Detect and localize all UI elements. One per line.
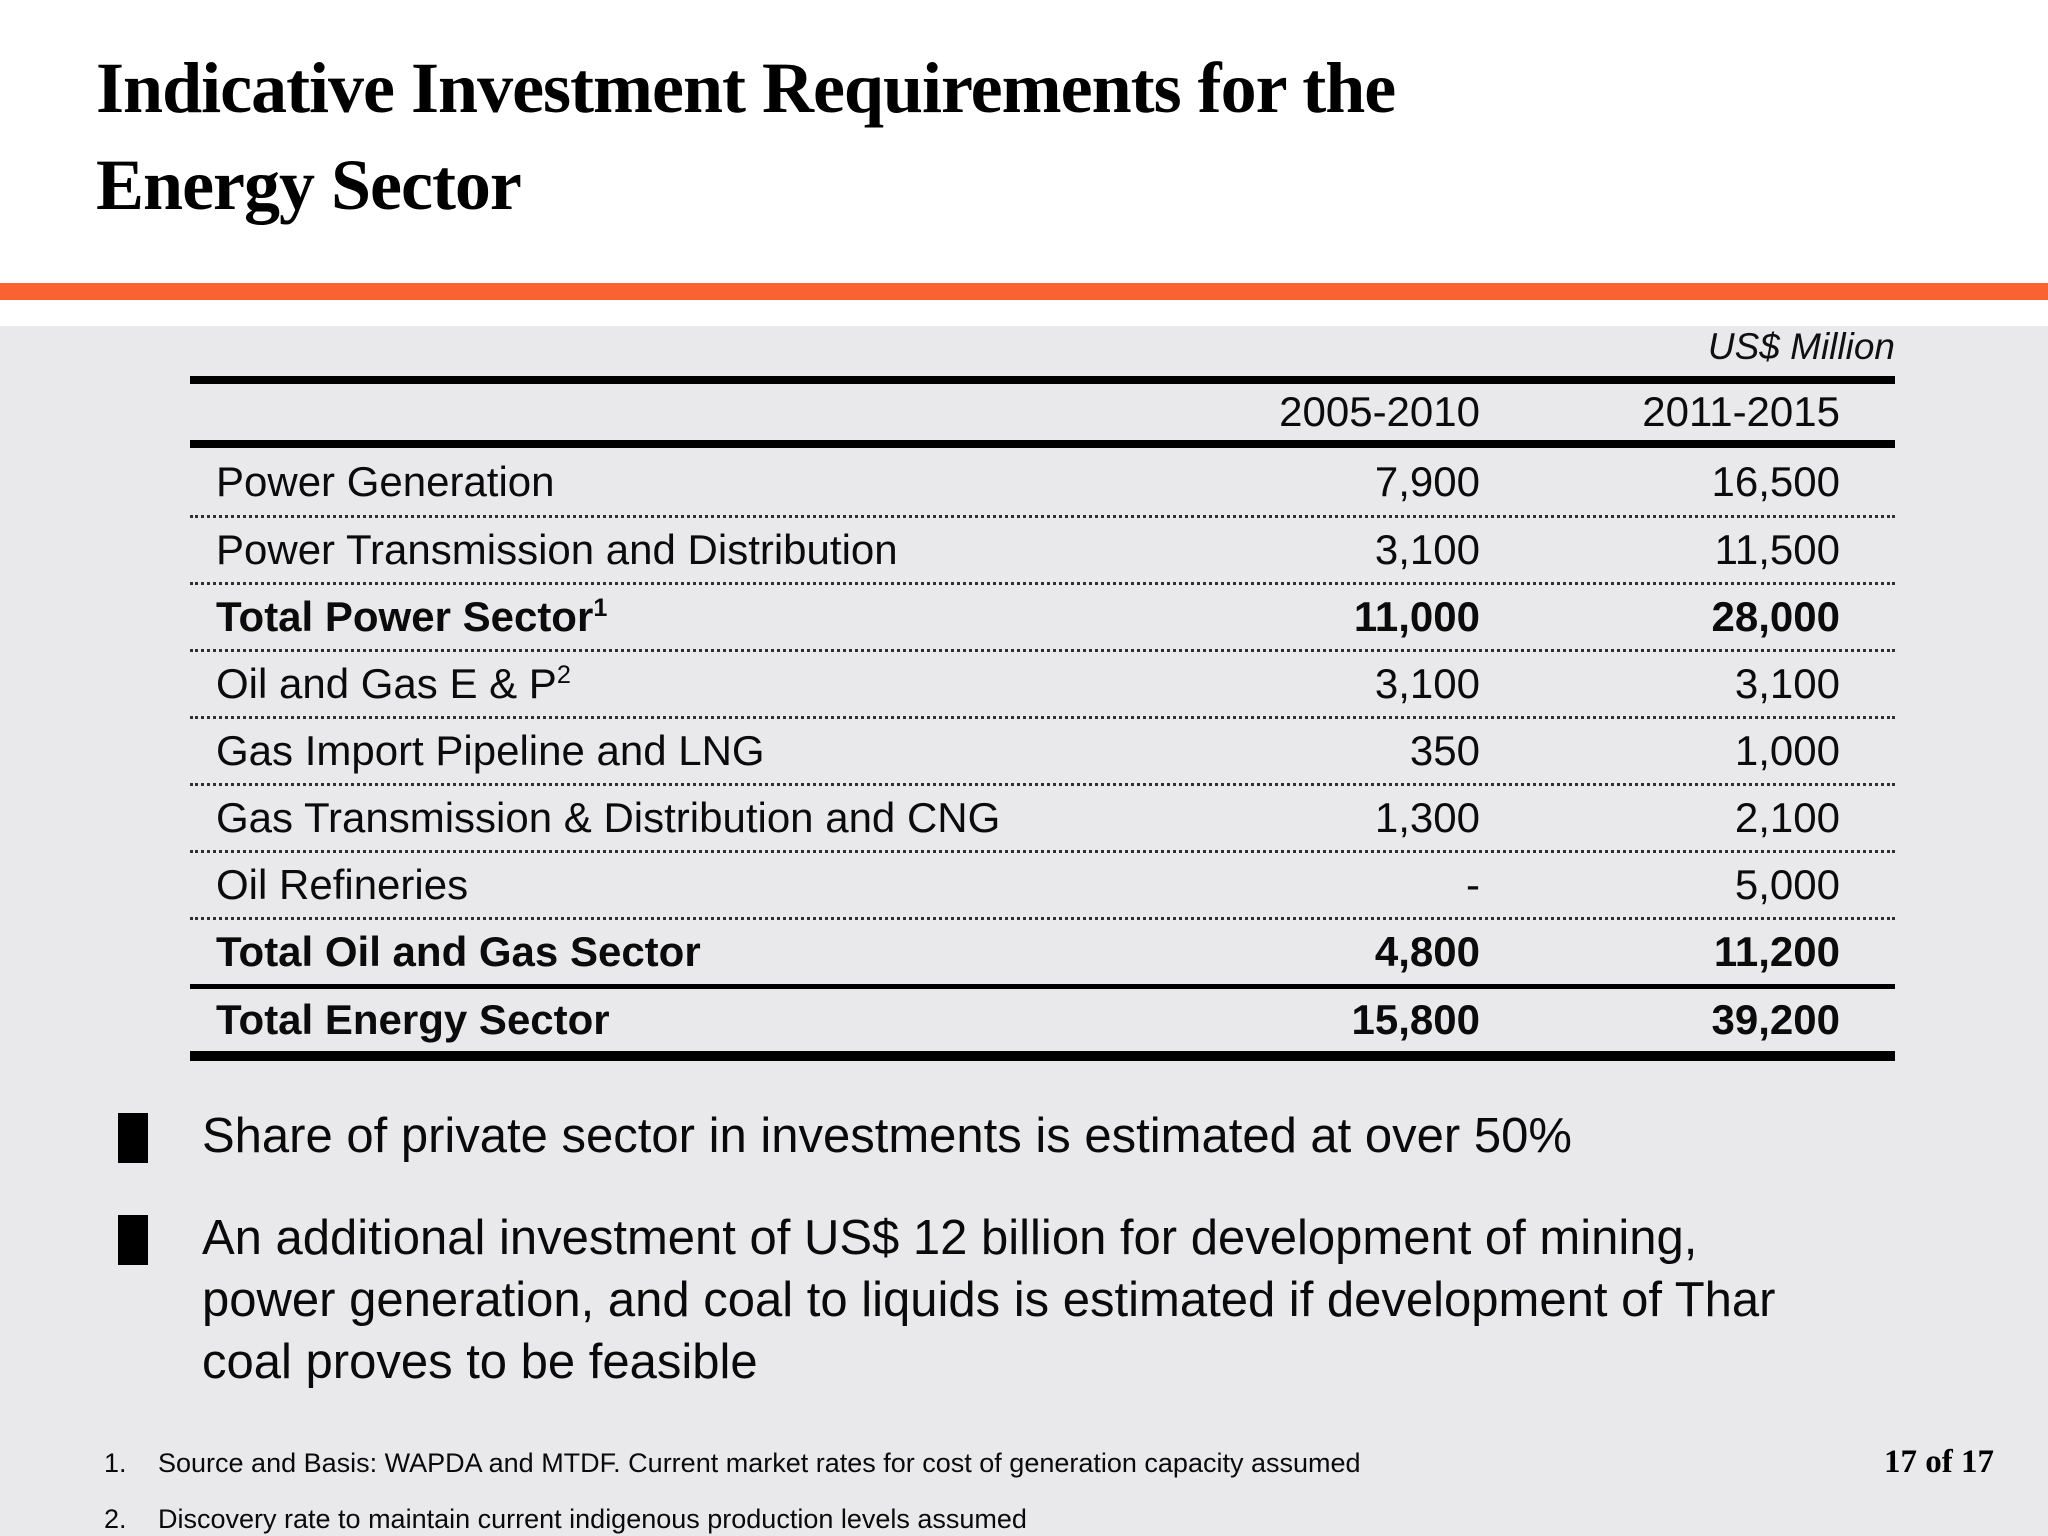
- bullet-text: Share of private sector in investments i…: [202, 1109, 1572, 1163]
- cell-2011-2015: 5,000: [1734, 861, 1840, 908]
- table-row: Oil Refineries - 5,000: [190, 850, 1895, 917]
- footnote-text: Discovery rate to maintain current indig…: [158, 1504, 1027, 1534]
- row-label: Total Oil and Gas Sector: [216, 928, 701, 975]
- row-label: Total Power Sector1: [216, 593, 608, 640]
- table-row: Power Generation 7,900 16,500: [190, 448, 1895, 515]
- footnote-reference: 2: [556, 661, 571, 689]
- row-label: Gas Import Pipeline and LNG: [216, 727, 765, 774]
- footnote-number: 1.: [104, 1448, 127, 1478]
- table-unit-label: US$ Million: [1707, 326, 1895, 367]
- row-label: Power Generation: [216, 457, 555, 505]
- slide-title-line2: Energy Sector: [96, 145, 522, 225]
- page-number: 17 of 17: [1884, 1444, 1994, 1480]
- table-row: Oil and Gas E & P2 3,100 3,100: [190, 649, 1895, 716]
- column-header-2011-2015: 2011-2015: [1642, 388, 1840, 435]
- accent-divider-bar: [0, 283, 2048, 300]
- square-bullet-icon: [118, 1215, 148, 1265]
- footnote-reference: 1: [593, 594, 608, 622]
- slide-body: US$ Million 2005-2010 2011-2015 Power Ge…: [0, 326, 2048, 1536]
- row-label: Oil Refineries: [216, 861, 469, 908]
- cell-2005-2010: 4,800: [1374, 928, 1480, 975]
- footnote-text: Source and Basis: WAPDA and MTDF. Curren…: [158, 1448, 1361, 1478]
- table-row: Total Oil and Gas Sector 4,800 11,200: [190, 917, 1895, 984]
- column-header-2005-2010: 2005-2010: [1279, 388, 1480, 435]
- table-row: Power Transmission and Distribution 3,100…: [190, 515, 1895, 582]
- bullet-text: An additional investment of US$ 12 billi…: [202, 1211, 1776, 1389]
- cell-2011-2015: 16,500: [1711, 457, 1840, 505]
- table-row: Total Energy Sector 15,800 39,200: [190, 984, 1895, 1051]
- cell-2011-2015: 11,200: [1713, 928, 1840, 975]
- footnotes: 1. Source and Basis: WAPDA and MTDF. Curr…: [104, 1447, 2048, 1535]
- cell-2005-2010: 7,900: [1374, 457, 1480, 505]
- bullet-item: An additional investment of US$ 12 billi…: [118, 1207, 2048, 1393]
- slide-title: Indicative Investment Requirements for t…: [0, 0, 2048, 234]
- cell-2005-2010: 11,000: [1353, 593, 1480, 640]
- cell-2011-2015: 1,000: [1734, 727, 1840, 774]
- cell-2011-2015: 2,100: [1734, 794, 1840, 841]
- footnote-number: 2.: [104, 1504, 127, 1534]
- square-bullet-icon: [118, 1113, 148, 1163]
- table-row: Gas Import Pipeline and LNG 350 1,000: [190, 716, 1895, 783]
- cell-2005-2010: 3,100: [1374, 526, 1480, 573]
- cell-2005-2010: 15,800: [1351, 996, 1480, 1043]
- table-row: Total Power Sector1 11,000 28,000: [190, 582, 1895, 649]
- table-body: Power Generation 7,900 16,500 Power Transmi…: [190, 448, 1895, 1051]
- row-label: Total Energy Sector: [216, 996, 610, 1043]
- footnote-line: 1. Source and Basis: WAPDA and MTDF. Curr…: [104, 1447, 2048, 1479]
- bullet-item: Share of private sector in investments i…: [118, 1105, 2048, 1167]
- cell-2005-2010: -: [1466, 861, 1480, 908]
- cell-2005-2010: 3,100: [1374, 660, 1480, 707]
- slide-title-line1: Indicative Investment Requirements for t…: [96, 48, 1396, 128]
- row-label: Gas Transmission & Distribution and CNG: [216, 794, 1001, 841]
- footnote-line: 2. Discovery rate to maintain current ind…: [104, 1503, 2048, 1535]
- cell-2005-2010: 350: [1409, 727, 1480, 774]
- slide-header: Indicative Investment Requirements for t…: [0, 0, 2048, 283]
- cell-2005-2010: 1,300: [1374, 794, 1480, 841]
- cell-2011-2015: 39,200: [1711, 996, 1840, 1043]
- row-label: Power Transmission and Distribution: [216, 526, 898, 573]
- bullet-list: Share of private sector in investments i…: [118, 1105, 2048, 1393]
- investment-table: 2005-2010 2011-2015 Power Generation 7,90…: [190, 376, 1895, 1061]
- cell-2011-2015: 28,000: [1711, 593, 1840, 640]
- cell-2011-2015: 3,100: [1734, 660, 1840, 707]
- table-row: Gas Transmission & Distribution and CNG 1…: [190, 783, 1895, 850]
- table-header-row: 2005-2010 2011-2015: [190, 384, 1895, 448]
- cell-2011-2015: 11,500: [1714, 526, 1840, 573]
- row-label: Oil and Gas E & P2: [216, 660, 571, 707]
